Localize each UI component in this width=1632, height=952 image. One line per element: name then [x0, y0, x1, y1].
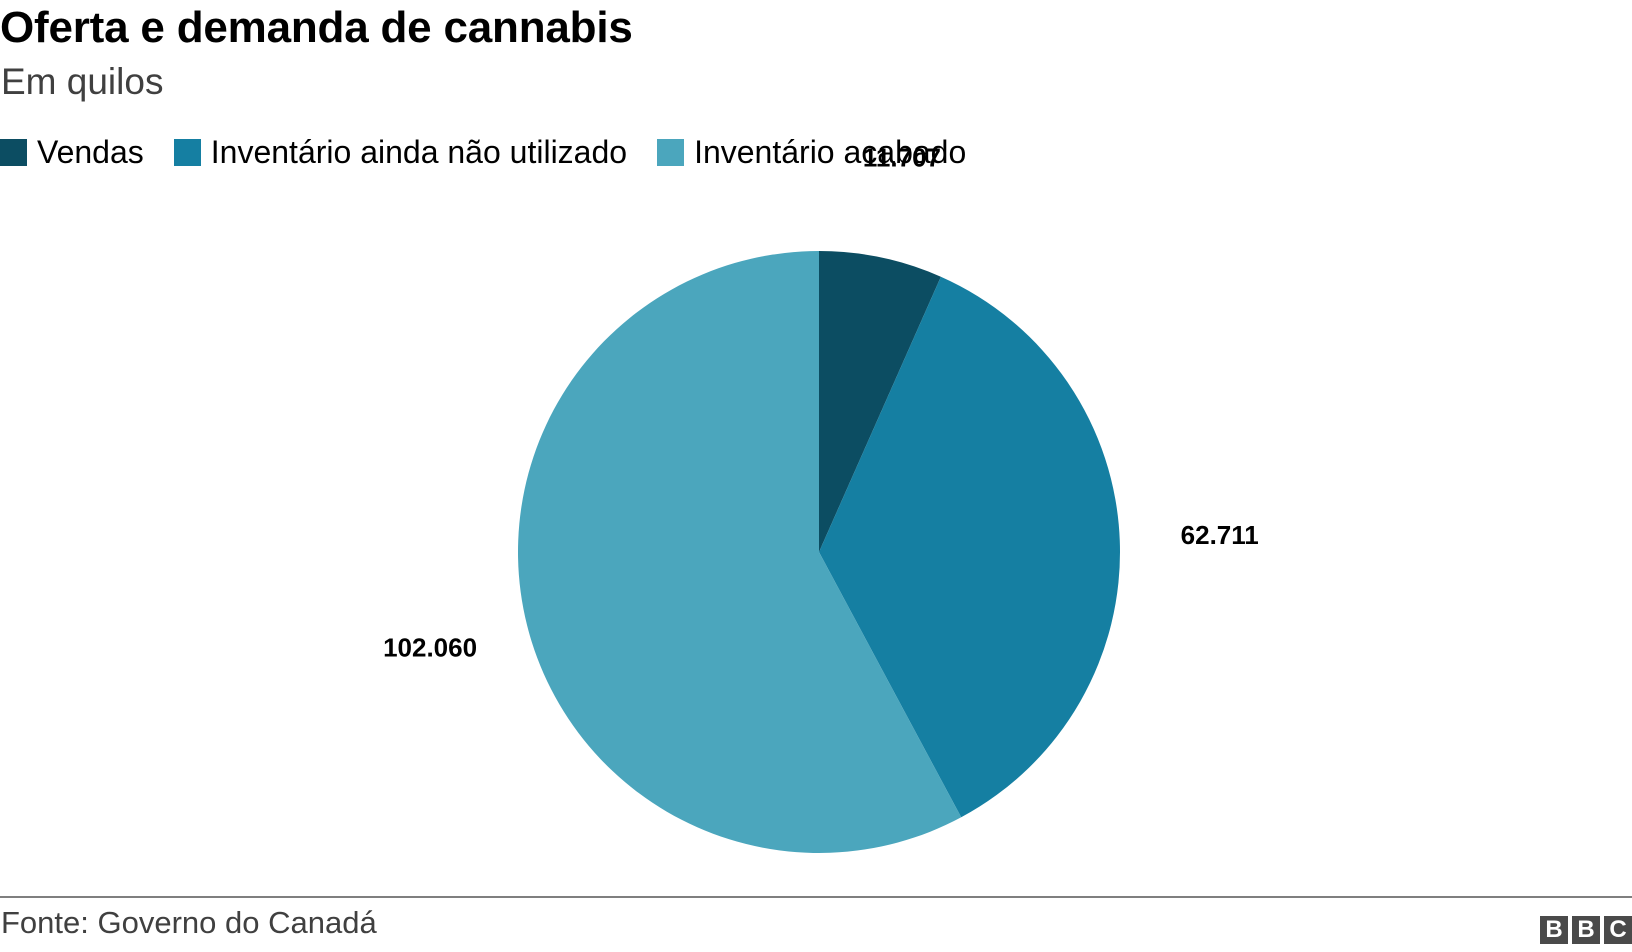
- legend-swatch-inventario-nao-utilizado: [173, 138, 201, 166]
- chart-legend: Vendas Inventário ainda não utilizado In…: [0, 132, 996, 172]
- pie-data-label-0: 11.707: [863, 143, 941, 173]
- bbc-logo-block: C: [1604, 916, 1632, 944]
- legend-label-inventario-acabado: Inventário acabado: [694, 134, 967, 170]
- pie-data-label-2: 102.060: [383, 633, 477, 663]
- pie-slice-1: [819, 276, 1120, 818]
- legend-item-vendas: Vendas: [0, 132, 144, 172]
- pie-data-label-1: 62.711: [1181, 520, 1259, 550]
- bbc-logo: B B C: [1536, 916, 1632, 944]
- chart-subtitle: Em quilos: [1, 61, 164, 102]
- legend-item-inventario-nao-utilizado: Inventário ainda não utilizado: [173, 132, 628, 172]
- pie-slice-0: [819, 251, 941, 552]
- pie-chart: 11.707 62.711 102.060: [383, 143, 1259, 854]
- legend-swatch-inventario-acabado: [657, 138, 685, 166]
- legend-swatch-vendas: [0, 138, 27, 166]
- footer-divider: [0, 896, 1632, 898]
- chart-title: Oferta e demanda de cannabis: [0, 3, 633, 52]
- pie-slice-2: [518, 251, 962, 854]
- source-note: Fonte: Governo do Canadá: [1, 905, 377, 940]
- legend-label-inventario-nao-utilizado: Inventário ainda não utilizado: [210, 134, 628, 170]
- legend-label-vendas: Vendas: [37, 134, 144, 170]
- bbc-logo-block: B: [1540, 916, 1568, 944]
- bbc-logo-block: B: [1572, 916, 1600, 944]
- legend-item-inventario-acabado: Inventário acabado: [657, 132, 966, 172]
